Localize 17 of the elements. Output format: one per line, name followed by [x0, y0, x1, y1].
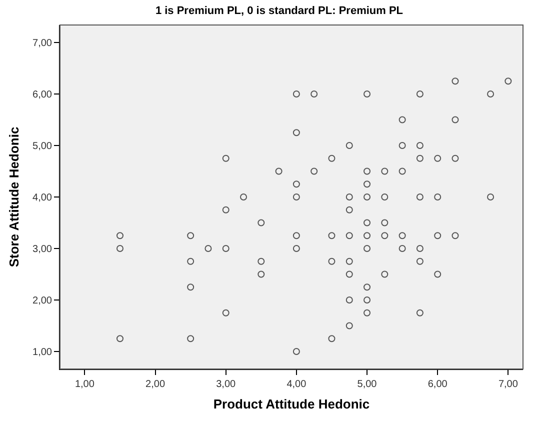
y-axis-title: Store Attitude Hedonic: [6, 126, 22, 268]
x-tick-label: 2,00: [146, 379, 166, 390]
x-tick-label: 1,00: [74, 379, 95, 390]
y-tick-label: 4,00: [32, 192, 52, 204]
y-tick-label: 7,00: [32, 38, 52, 50]
x-tick-label: 7,00: [498, 379, 518, 390]
x-tick-label: 4,00: [286, 379, 307, 390]
y-tick-label: 2,00: [32, 295, 52, 306]
x-tick-label: 6,00: [428, 379, 448, 390]
x-axis-title: Product Attitude Hedonic: [213, 396, 370, 412]
x-tick-label: 5,00: [357, 379, 378, 390]
chart-title: 1 is Premium PL, 0 is standard PL: Premium PL: [155, 5, 404, 18]
x-tick-label: 3,00: [216, 379, 236, 390]
y-tick-label: 1,00: [32, 346, 52, 358]
y-tick-label: 6,00: [32, 90, 52, 101]
y-tick-label: 3,00: [32, 244, 52, 255]
y-tick-label: 5,00: [32, 141, 52, 152]
